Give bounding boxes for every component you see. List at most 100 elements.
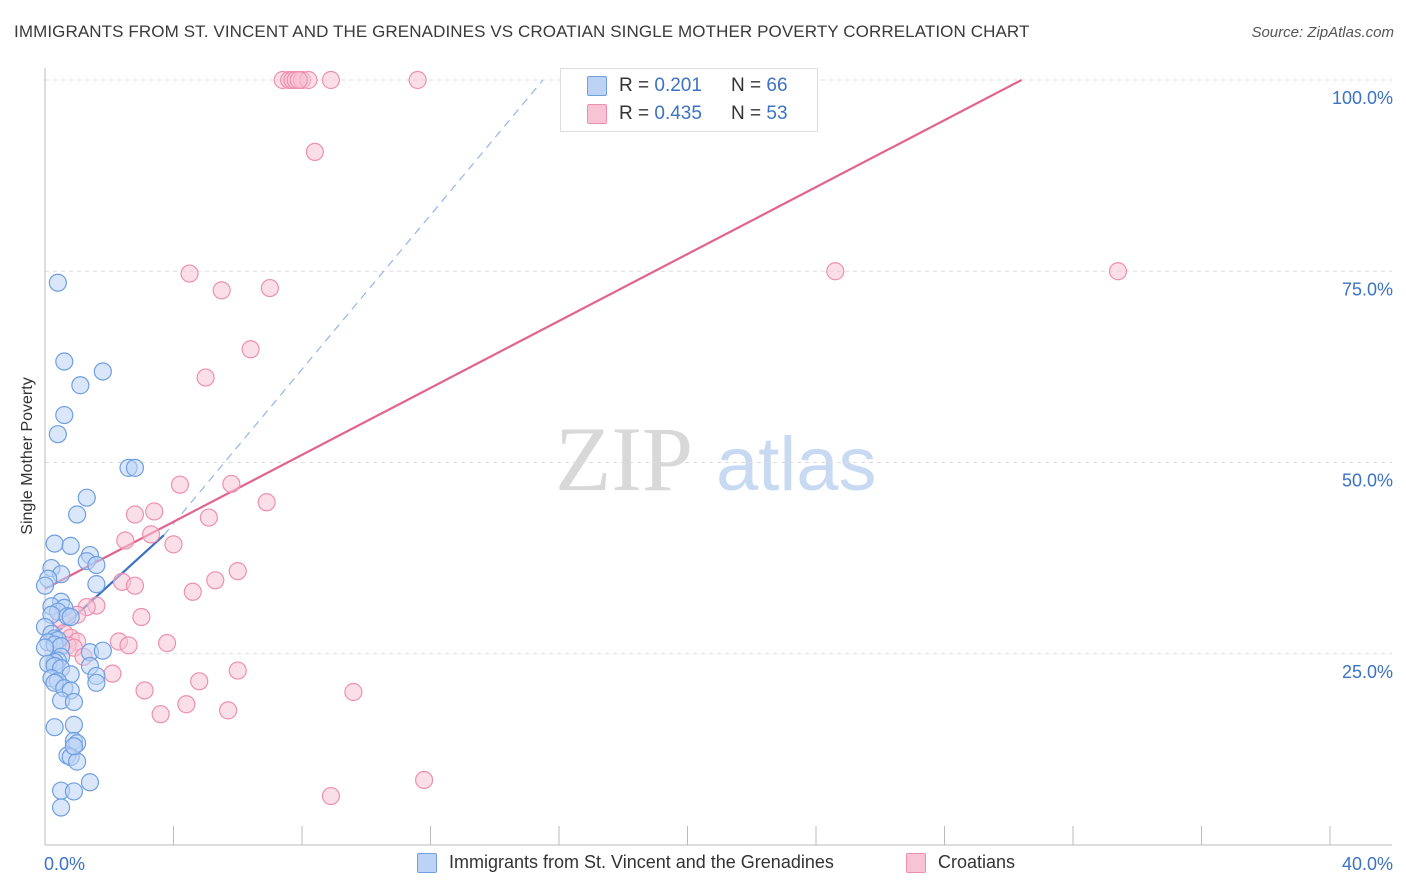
legend-r-value: 0.435 [654, 103, 702, 124]
point-immigrants [93, 641, 112, 660]
point-immigrants [64, 782, 84, 801]
point-croatians [228, 661, 247, 680]
tick-labels: 25.0% 50.0% 75.0% 100.0% 0.0% 40.0% [44, 88, 1393, 874]
point-croatians [414, 770, 434, 790]
legend-label-immigrants: Immigrants from St. Vincent and the Gren… [449, 852, 834, 872]
legend-n-label: N = [731, 75, 767, 96]
point-immigrants [71, 376, 90, 395]
point-immigrants [87, 575, 106, 594]
point-croatians [260, 278, 279, 298]
point-croatians [257, 493, 276, 512]
point-immigrants [93, 362, 112, 381]
point-croatians [305, 142, 324, 162]
x-tick-label: 40.0% [1342, 854, 1393, 874]
point-immigrants [45, 718, 64, 737]
point-croatians [125, 576, 145, 595]
point-immigrants [87, 673, 106, 692]
point-immigrants [64, 737, 84, 756]
point-croatians [119, 636, 138, 655]
point-croatians [145, 502, 164, 521]
legend-r-value: 0.201 [654, 75, 702, 96]
point-croatians [135, 681, 154, 700]
point-croatians [222, 474, 241, 494]
point-croatians [132, 607, 151, 627]
point-croatians [177, 695, 196, 714]
legend-item-croatians: Croatians [906, 852, 1015, 873]
source-label: Source: ZipAtlas.com [1251, 24, 1394, 41]
gridlines [45, 79, 1392, 655]
legend-r-label: R = [619, 103, 655, 124]
legend-swatch-blue [587, 76, 607, 96]
point-immigrants [68, 752, 87, 771]
axes [44, 68, 1392, 846]
point-immigrants [80, 773, 100, 792]
point-immigrants [45, 534, 64, 553]
point-croatians [180, 264, 199, 283]
point-immigrants [48, 425, 67, 444]
point-croatians [1108, 262, 1128, 281]
point-immigrants [35, 576, 55, 595]
point-croatians [219, 701, 238, 720]
point-croatians [206, 571, 225, 590]
trend-line-croatians [44, 79, 1023, 590]
legend-n-label: N = [731, 103, 767, 124]
y-axis-title: Single Mother Poverty [19, 377, 36, 535]
point-croatians [190, 672, 209, 691]
legend-swatch-pink [587, 104, 607, 124]
legend-swatch-pink [906, 852, 926, 873]
point-croatians [321, 70, 341, 90]
point-croatians [408, 70, 427, 90]
point-immigrants [77, 488, 96, 507]
point-immigrants [55, 352, 74, 371]
point-croatians [170, 475, 190, 494]
trend-lines [44, 79, 1023, 636]
point-immigrants [51, 798, 71, 817]
point-croatians [344, 682, 363, 702]
legend-r-label: R = [619, 75, 655, 96]
trend-line-immigrants-extension [163, 79, 544, 536]
series-legend: Immigrants from St. Vincent and the Gren… [0, 852, 1406, 878]
point-croatians [321, 786, 341, 806]
point-immigrants [125, 458, 145, 477]
y-tick-label: 75.0% [1342, 279, 1393, 299]
point-croatians [289, 70, 308, 90]
point-immigrants [55, 405, 74, 425]
point-immigrants [61, 607, 80, 627]
legend-label-croatians: Croatians [938, 852, 1016, 872]
point-immigrants [61, 536, 80, 555]
point-immigrants [35, 638, 55, 657]
y-tick-label: 100.0% [1332, 88, 1393, 108]
point-croatians [116, 531, 135, 550]
point-croatians [212, 281, 231, 300]
watermark-zip: ZIP [555, 408, 693, 510]
data-points [35, 70, 1128, 817]
watermark: ZIP atlas [555, 408, 877, 510]
point-croatians [199, 508, 218, 527]
point-croatians [241, 340, 260, 359]
point-croatians [157, 633, 177, 653]
legend-item-immigrants: Immigrants from St. Vincent and the Gren… [417, 852, 834, 873]
x-tick-label: 0.0% [44, 854, 85, 874]
point-immigrants [87, 555, 106, 575]
legend-n-value: 53 [766, 103, 788, 124]
chart-title: IMMIGRANTS FROM ST. VINCENT AND THE GREN… [14, 22, 1030, 41]
y-tick-label: 25.0% [1342, 662, 1393, 682]
legend-n-value: 66 [766, 75, 788, 96]
point-croatians [103, 664, 122, 683]
point-immigrants [64, 715, 84, 734]
correlation-legend: R = 0.201 N = 66 R = 0.435 N = 53 [560, 68, 818, 132]
point-immigrants [68, 505, 87, 524]
point-croatians [164, 535, 183, 554]
point-croatians [141, 525, 161, 544]
y-tick-label: 50.0% [1342, 471, 1393, 491]
point-croatians [826, 262, 845, 281]
point-croatians [228, 562, 247, 581]
legend-swatch-blue [417, 852, 437, 873]
point-immigrants [64, 692, 84, 712]
point-croatians [125, 505, 145, 524]
point-immigrants [48, 273, 67, 292]
point-croatians [196, 368, 215, 387]
point-croatians [151, 705, 170, 724]
watermark-atlas: atlas [716, 422, 877, 507]
